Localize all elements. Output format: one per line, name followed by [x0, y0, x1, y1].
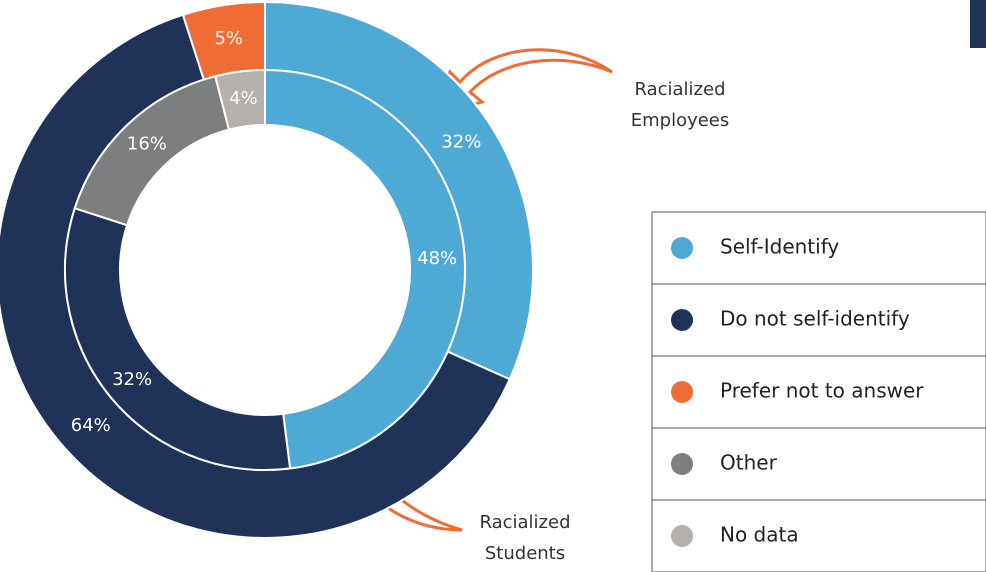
value-label: 5% — [214, 28, 243, 49]
legend-marker — [671, 309, 693, 331]
legend-box — [651, 211, 986, 572]
legend-label: Self-Identify — [720, 235, 839, 259]
donut-segment — [214, 68, 266, 131]
legend-marker — [671, 453, 693, 475]
value-label: 48% — [417, 248, 457, 269]
legend-label: Prefer not to answer — [720, 379, 924, 403]
corner-block — [970, 0, 986, 48]
value-label: 16% — [127, 133, 167, 154]
value-label: 32% — [441, 132, 481, 153]
legend-marker — [671, 525, 693, 547]
legend-marker — [671, 381, 693, 403]
legend-label: No data — [720, 523, 799, 547]
value-label: 32% — [112, 369, 152, 390]
legend-label: Other — [720, 451, 778, 475]
value-label: 4% — [229, 88, 258, 109]
legend-marker — [671, 237, 693, 259]
legend-label: Do not self-identify — [720, 307, 910, 331]
donut-segment — [264, 68, 466, 470]
series-label: Racialized Employees — [630, 79, 730, 131]
series-label: Racialized Students — [479, 512, 571, 564]
value-label: 64% — [71, 415, 111, 436]
donut-segment — [64, 206, 292, 471]
